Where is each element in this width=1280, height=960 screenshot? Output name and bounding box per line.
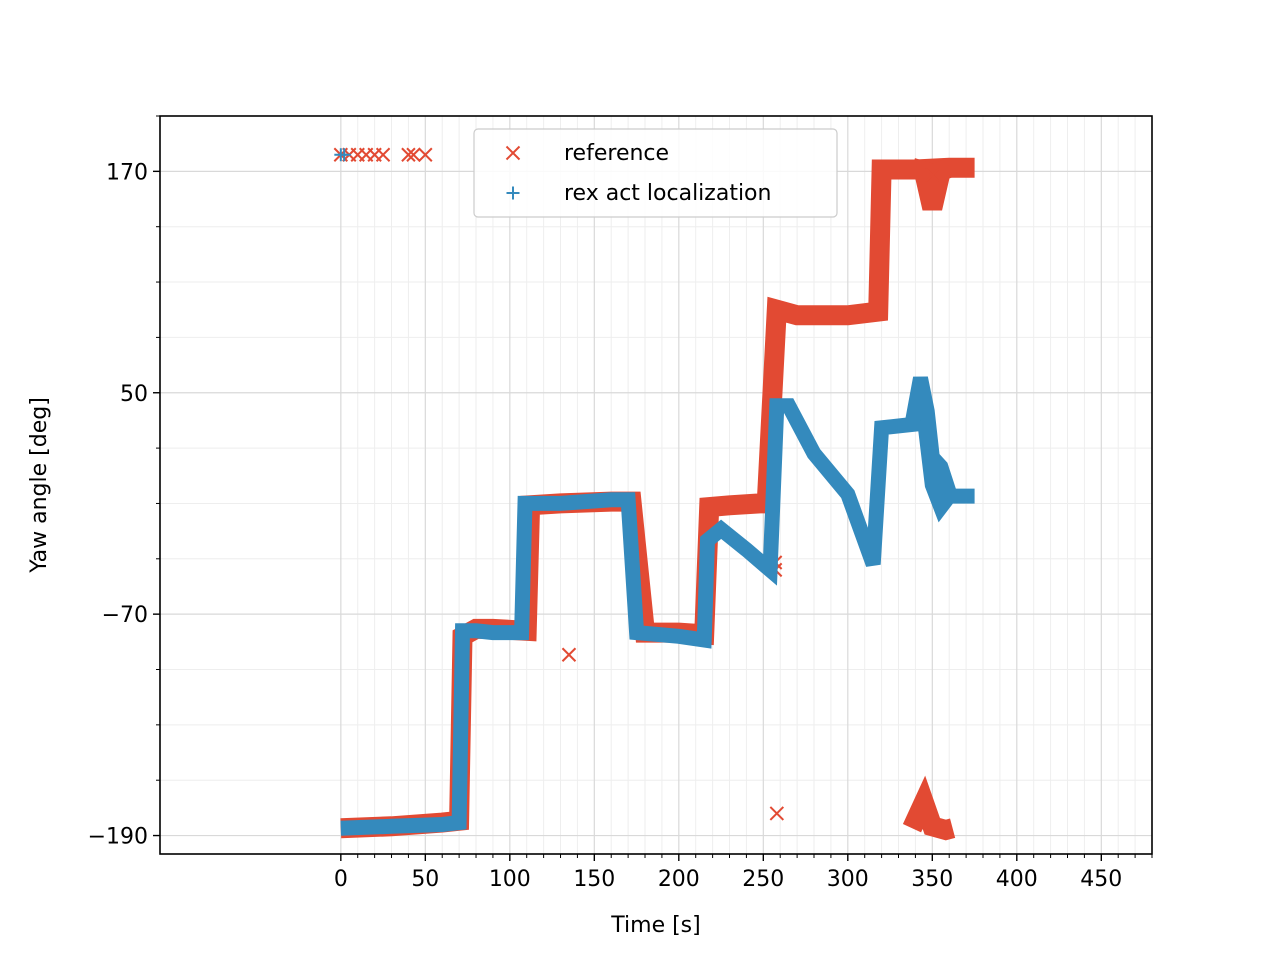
y-axis-label: Yaw angle [deg] [27, 397, 52, 574]
y-tick-label: −190 [88, 825, 148, 850]
x-tick-label: 150 [573, 867, 615, 892]
y-tick-label: −70 [102, 603, 148, 628]
legend: reference rex act localization [473, 128, 838, 218]
plot-frame [159, 115, 1153, 855]
x-tick-label: 200 [658, 867, 700, 892]
minor-grid [160, 115, 1153, 854]
x-tick-label: 300 [827, 867, 869, 892]
data-point-reference [406, 147, 421, 162]
series-trail-reference [909, 158, 954, 211]
legend-box [473, 128, 838, 218]
legend-label-rex-act-localization: rex act localization [564, 181, 771, 206]
x-tick-label: 350 [911, 867, 953, 892]
data-point-rex-act-localization [337, 148, 351, 162]
data-point-reference [925, 167, 940, 183]
data-point-reference [418, 147, 433, 162]
data-point-reference [375, 147, 391, 162]
legend-marker-reference-glyph [505, 145, 521, 161]
axis-ticks [153, 115, 1153, 861]
legend-marker-reference [505, 145, 521, 161]
tick-labels: 0 50 100 150 200 250 300 350 400 450 −190 −70 50 170 [88, 160, 1123, 892]
legend-label-reference: reference [564, 141, 669, 166]
x-tick-label: 100 [489, 867, 531, 892]
y-tick-label: 170 [106, 160, 148, 185]
legend-marker-rex-glyph [506, 186, 520, 200]
x-axis-label: Time [s] [610, 913, 700, 938]
series-trail-rex-act-localization [904, 376, 957, 495]
y-tick-label: 50 [120, 382, 148, 407]
series-trail-rex-act-localization [340, 397, 975, 836]
major-grid [160, 116, 1152, 854]
x-tick-label: 400 [996, 867, 1038, 892]
data-point-reference [769, 806, 785, 821]
data-point-reference [561, 647, 577, 662]
x-tick-label: 50 [411, 867, 439, 892]
series-layer [333, 147, 975, 841]
x-tick-label: 0 [334, 867, 348, 892]
x-tick-label: 450 [1080, 867, 1122, 892]
x-tick-label: 250 [742, 867, 784, 892]
series-trail-reference [902, 775, 956, 841]
legend-marker-rex-act-localization [506, 186, 520, 200]
data-point-reference [401, 147, 416, 162]
